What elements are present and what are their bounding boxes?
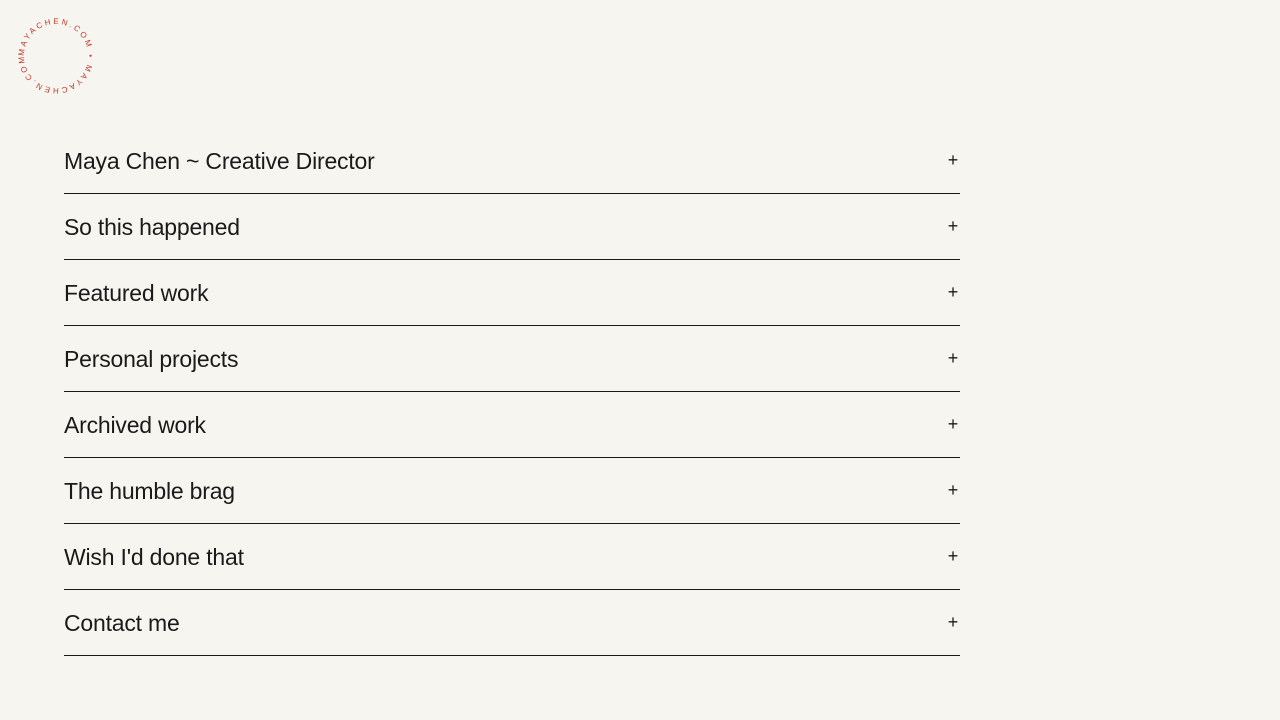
circular-logo[interactable]: MAYACHEN.COM • MAYACHEN.COM • xyxy=(11,7,98,98)
accordion-item-label: Wish I'd done that xyxy=(64,543,244,570)
accordion-item[interactable]: Maya Chen ~ Creative Director + xyxy=(64,128,960,194)
plus-icon[interactable]: + xyxy=(947,612,959,632)
plus-icon[interactable]: + xyxy=(947,150,959,170)
accordion-item-label: Archived work xyxy=(64,411,206,438)
plus-icon[interactable]: + xyxy=(947,546,959,566)
plus-icon[interactable]: + xyxy=(947,480,959,500)
accordion-item-label: So this happened xyxy=(64,213,240,240)
plus-icon[interactable]: + xyxy=(947,216,959,236)
accordion-item-label: The humble brag xyxy=(64,477,235,504)
accordion-item-label: Featured work xyxy=(64,279,209,306)
svg-text:MAYACHEN.COM • MAYACHEN.COM •: MAYACHEN.COM • MAYACHEN.COM • xyxy=(14,14,95,95)
accordion-item[interactable]: Featured work + xyxy=(64,260,960,326)
accordion-item[interactable]: Wish I'd done that + xyxy=(64,524,960,590)
accordion-item-label: Personal projects xyxy=(64,345,239,372)
plus-icon[interactable]: + xyxy=(947,414,959,434)
plus-icon[interactable]: + xyxy=(947,348,959,368)
logo-text: MAYACHEN.COM • MAYACHEN.COM • xyxy=(11,7,92,95)
accordion-item[interactable]: Archived work + xyxy=(64,392,960,458)
accordion-item[interactable]: So this happened + xyxy=(64,194,960,260)
accordion-item[interactable]: Personal projects + xyxy=(64,326,960,392)
accordion-item[interactable]: Contact me + xyxy=(64,590,960,656)
accordion-item-label: Maya Chen ~ Creative Director xyxy=(64,147,375,174)
accordion-item[interactable]: The humble brag + xyxy=(64,458,960,524)
accordion-menu: Maya Chen ~ Creative Director + So this ha… xyxy=(64,128,960,656)
plus-icon[interactable]: + xyxy=(947,282,959,302)
accordion-item-label: Contact me xyxy=(64,609,180,636)
